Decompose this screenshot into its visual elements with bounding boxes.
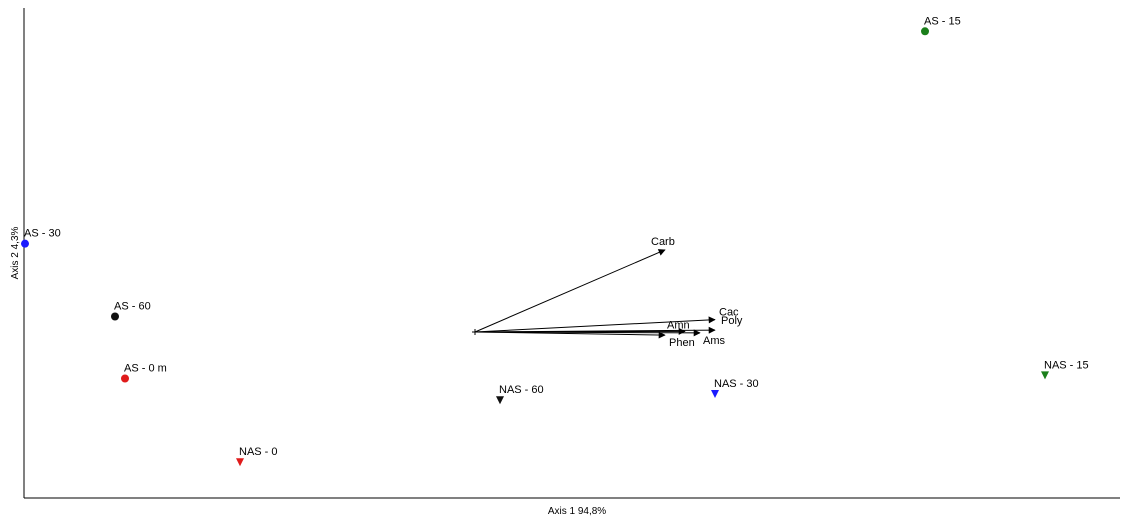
point-label-nas-30: NAS - 30 xyxy=(714,378,759,390)
point-label-nas-0: NAS - 0 xyxy=(239,446,278,458)
point-label-as-30: AS - 30 xyxy=(24,228,61,240)
point-as-0-m xyxy=(121,374,129,383)
point-label-nas-60: NAS - 60 xyxy=(499,384,544,396)
point-label-nas-15: NAS - 15 xyxy=(1044,359,1089,371)
point-nas-60 xyxy=(496,396,504,405)
vector-arrow-carb xyxy=(474,249,666,333)
sample-points: AS - 15 AS - 30 AS - 60 AS - 0 m NAS - 0 NAS … xyxy=(21,15,1089,467)
point-as-30 xyxy=(21,239,29,248)
vector-arrow-phen xyxy=(474,331,666,339)
point-label-as-60: AS - 60 xyxy=(114,301,151,313)
vector-label-amn: Amn xyxy=(667,319,690,331)
y-axis-title: Axis 2 4,3% xyxy=(10,226,21,279)
vector-label-cac: Cac xyxy=(719,307,739,319)
biplot-vectors: Carb Cac Amn Poly Ams Phen xyxy=(472,236,743,349)
point-as-60 xyxy=(111,312,119,321)
point-nas-0 xyxy=(236,458,244,467)
point-as-15 xyxy=(921,27,929,36)
vector-arrow-cac xyxy=(474,316,716,333)
vector-label-poly: Poly xyxy=(721,315,743,327)
point-label-as-15: AS - 15 xyxy=(924,15,961,27)
vector-label-phen: Phen xyxy=(669,337,695,349)
point-label-as-0-m: AS - 0 m xyxy=(124,363,167,375)
vector-label-ams: Ams xyxy=(703,335,726,347)
point-nas-15 xyxy=(1041,371,1049,380)
vector-label-carb: Carb xyxy=(651,236,675,248)
point-nas-30 xyxy=(711,390,719,398)
x-axis-title: Axis 1 94,8% xyxy=(548,506,606,517)
